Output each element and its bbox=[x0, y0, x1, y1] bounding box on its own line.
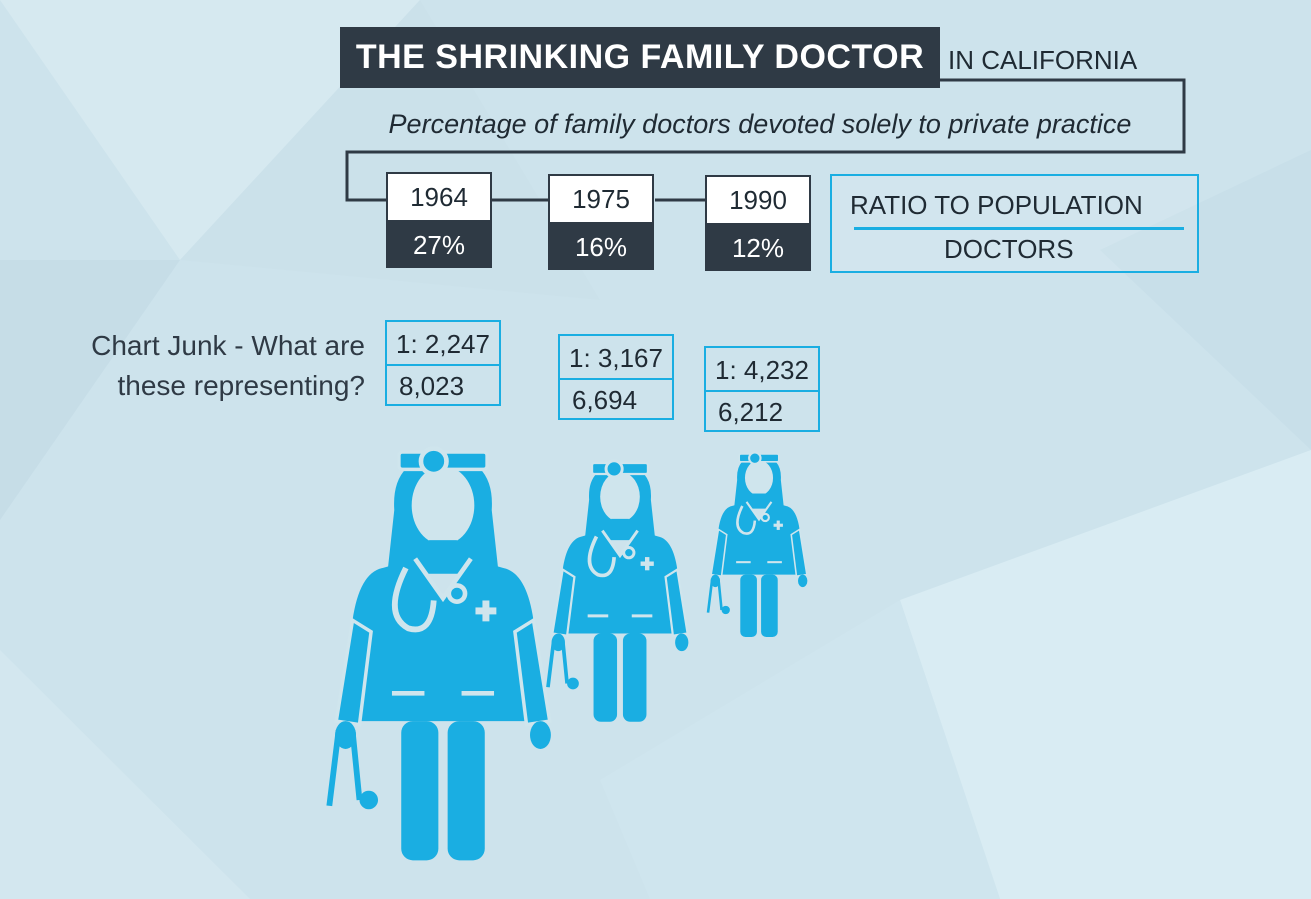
ratio-box-1990: 1: 4,232 6,212 bbox=[704, 346, 820, 432]
ratio-divider bbox=[387, 364, 499, 366]
doctor-icon-1964 bbox=[329, 449, 551, 861]
year-box-1990: 1990 12% bbox=[705, 175, 811, 271]
year-label: 1975 bbox=[548, 174, 654, 224]
ratio-box-1975: 1: 3,167 6,694 bbox=[558, 334, 674, 420]
legend-top-label: RATIO TO POPULATION bbox=[850, 190, 1143, 220]
ratio-box-1964: 1: 2,247 8,023 bbox=[385, 320, 501, 406]
legend-bottom-label: DOCTORS bbox=[944, 234, 1074, 264]
doctor-count-label: 6,212 bbox=[718, 397, 784, 427]
year-label: 1990 bbox=[705, 175, 811, 225]
year-box-1975: 1975 16% bbox=[548, 174, 654, 270]
ratio-label: 1: 4,232 bbox=[715, 355, 809, 385]
chart-subtitle: Percentage of family doctors devoted sol… bbox=[388, 109, 1132, 139]
doctor-count-label: 8,023 bbox=[399, 371, 465, 401]
ratio-label: 1: 2,247 bbox=[396, 329, 490, 359]
year-box-1964: 1964 27% bbox=[386, 172, 492, 268]
doctor-icon-1975 bbox=[546, 458, 691, 724]
doctor-count-label: 6,694 bbox=[572, 385, 638, 415]
ratio-label: 1: 3,167 bbox=[569, 343, 663, 373]
doctor-icon-1990 bbox=[706, 451, 809, 639]
annotation-note: Chart Junk - What are these representing… bbox=[91, 330, 365, 401]
percent-label: 16% bbox=[548, 224, 654, 270]
legend-box: RATIO TO POPULATION DOCTORS bbox=[830, 174, 1199, 273]
percent-label: 12% bbox=[705, 225, 811, 271]
ratio-divider bbox=[706, 390, 818, 392]
ratio-divider bbox=[560, 378, 672, 380]
chart-title: THE SHRINKING FAMILY DOCTOR bbox=[340, 27, 940, 88]
chart-title-suffix: IN CALIFORNIA bbox=[948, 45, 1138, 75]
legend-divider bbox=[854, 227, 1184, 230]
year-label: 1964 bbox=[386, 172, 492, 222]
percent-label: 27% bbox=[386, 222, 492, 268]
